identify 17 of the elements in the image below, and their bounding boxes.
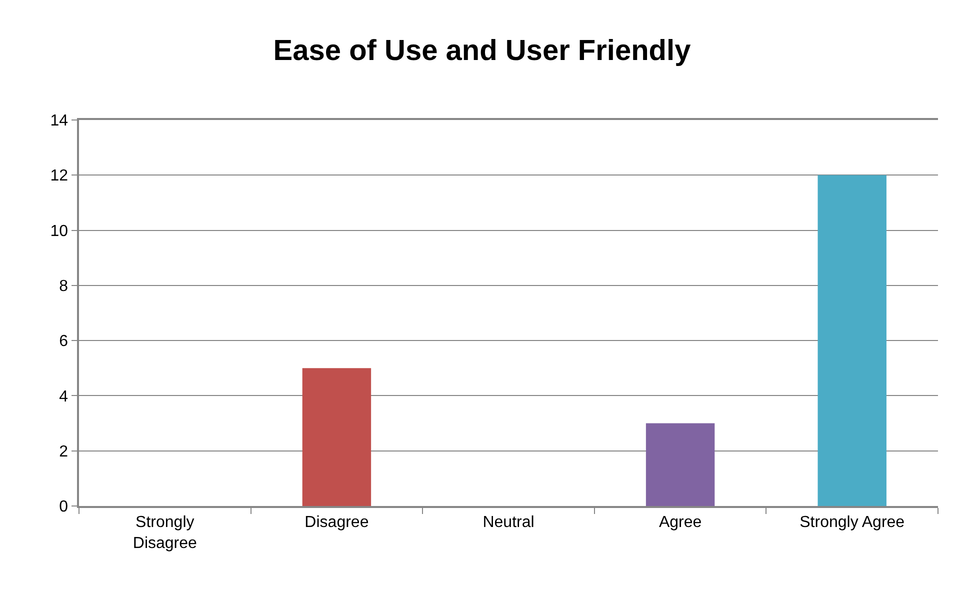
x-tick-label: Agree (658, 514, 702, 531)
y-tick-label: 14 (50, 112, 68, 130)
x-tick-label: Strongly Disagree (132, 514, 198, 552)
bar (302, 368, 372, 506)
y-tick-label: 12 (50, 168, 68, 185)
y-tick-label: 8 (59, 278, 68, 296)
bar (818, 175, 886, 506)
bar (646, 423, 715, 506)
x-tick-label: Disagree (304, 514, 369, 531)
x-tick-label: Strongly Agree (800, 514, 905, 531)
y-tick-label: 0 (59, 498, 68, 516)
y-tick-label: 4 (59, 388, 68, 406)
y-tick-label: 6 (59, 333, 68, 350)
y-tick-label: 10 (50, 222, 68, 240)
y-tick-label: 2 (59, 443, 68, 460)
x-tick-label: Neutral (482, 514, 534, 531)
chart-title: Ease of Use and User Friendly (273, 35, 691, 68)
